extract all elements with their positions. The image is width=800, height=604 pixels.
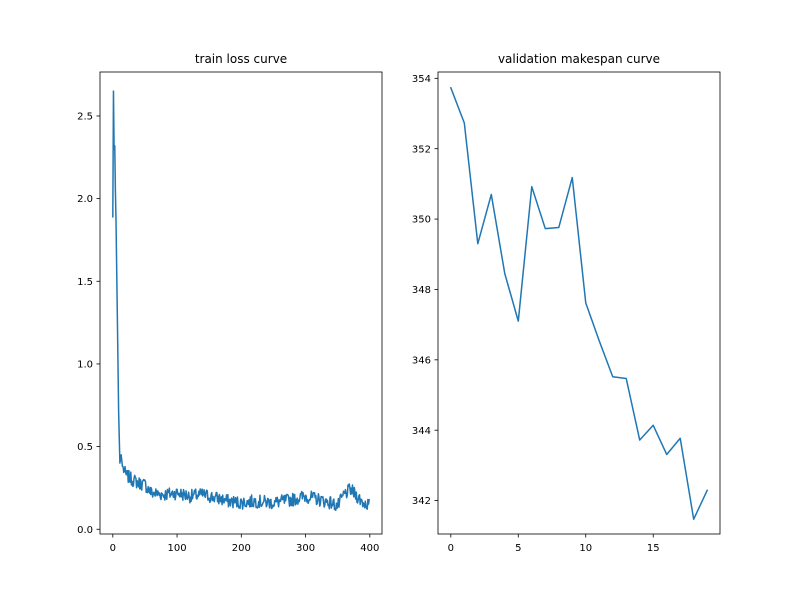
train-loss-ytick-label: 1.5 bbox=[77, 277, 93, 288]
validation-makespan-title: validation makespan curve bbox=[498, 52, 660, 66]
validation-makespan-ytick-label: 350 bbox=[412, 215, 431, 226]
train-loss-xtick-label: 300 bbox=[296, 543, 315, 554]
train-loss-xtick-label: 0 bbox=[110, 543, 116, 554]
train-loss-xtick-label: 200 bbox=[232, 543, 251, 554]
validation-makespan-xtick-label: 5 bbox=[515, 543, 521, 554]
validation-makespan-ytick-label: 344 bbox=[412, 426, 431, 437]
train-loss-title: train loss curve bbox=[195, 52, 287, 66]
validation-makespan-ticks: 0 5 10 15 342 344 346 348 350 352 354 bbox=[412, 74, 660, 554]
validation-makespan-ytick-label: 348 bbox=[412, 285, 431, 296]
validation-makespan-line bbox=[449, 86, 709, 520]
train-loss-panel: train loss curve 0 100 200 300 400 0.0 0.5 1.0 1… bbox=[77, 52, 383, 554]
train-loss-ytick-label: 2.0 bbox=[77, 194, 93, 205]
validation-makespan-ytick-label: 342 bbox=[412, 496, 431, 507]
validation-makespan-panel: validation makespan curve 0 5 10 15 342 344 34… bbox=[412, 52, 721, 554]
validation-makespan-ytick-label: 346 bbox=[412, 355, 431, 366]
train-loss-ytick-label: 0.5 bbox=[77, 442, 93, 453]
validation-makespan-ytick-label: 354 bbox=[412, 74, 431, 85]
train-loss-ytick-label: 0.0 bbox=[77, 525, 93, 536]
validation-makespan-xtick-label: 15 bbox=[647, 543, 660, 554]
validation-makespan-xtick-label: 0 bbox=[448, 543, 454, 554]
validation-makespan-axes-frame bbox=[437, 71, 721, 535]
train-loss-axes-frame bbox=[99, 71, 383, 535]
train-loss-xtick-label: 400 bbox=[360, 543, 379, 554]
train-loss-ytick-label: 1.0 bbox=[77, 360, 93, 371]
train-loss-xtick-label: 100 bbox=[168, 543, 187, 554]
validation-makespan-xtick-label: 10 bbox=[579, 543, 592, 554]
train-loss-ytick-label: 2.5 bbox=[77, 112, 93, 123]
train-loss-ticks: 0 100 200 300 400 0.0 0.5 1.0 1.5 2.0 2.5 bbox=[77, 112, 379, 554]
validation-makespan-ytick-label: 352 bbox=[412, 144, 431, 155]
train-loss-line bbox=[112, 90, 371, 512]
